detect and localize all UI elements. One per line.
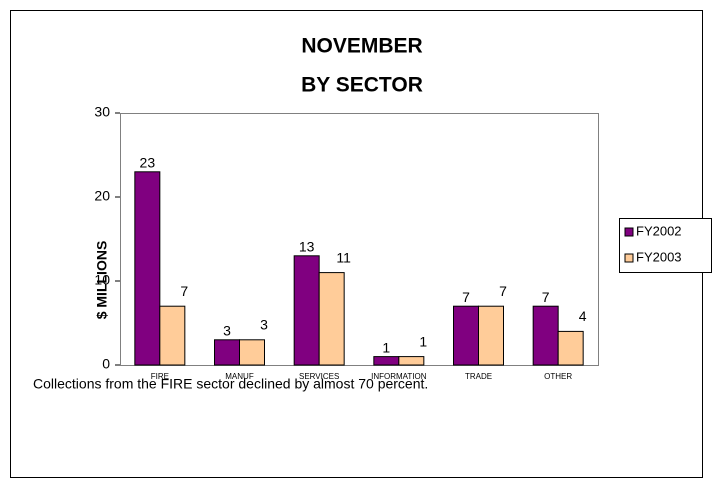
value-label: 7 bbox=[180, 283, 188, 299]
bar bbox=[478, 305, 504, 366]
bar bbox=[373, 356, 400, 366]
value-label: 7 bbox=[542, 289, 550, 305]
value-label: 3 bbox=[260, 317, 268, 333]
plot-area bbox=[120, 113, 599, 366]
legend-label: FY2003 bbox=[636, 249, 682, 264]
legend bbox=[619, 218, 712, 273]
bar bbox=[239, 339, 265, 366]
x-tick-label: TRADE bbox=[465, 372, 492, 381]
legend-swatch bbox=[624, 253, 634, 263]
bar bbox=[214, 339, 240, 366]
bar bbox=[318, 272, 345, 366]
bar bbox=[293, 255, 320, 366]
x-tick-label: INFORMATION bbox=[371, 372, 427, 381]
chart-title: NOVEMBER bbox=[301, 35, 422, 58]
bar bbox=[532, 305, 559, 366]
bar bbox=[453, 305, 479, 366]
chart-title: BY SECTOR bbox=[301, 74, 423, 97]
value-label: 23 bbox=[140, 155, 156, 171]
y-tick-label: 10 bbox=[94, 272, 110, 288]
value-label: 1 bbox=[382, 339, 390, 355]
frame bbox=[10, 10, 703, 478]
y-tick-label: 0 bbox=[102, 356, 110, 372]
caption: Collections from the FIRE sector decline… bbox=[33, 376, 428, 392]
x-tick-label: SERVICES bbox=[299, 372, 339, 381]
value-label: 13 bbox=[299, 239, 315, 255]
value-label: 7 bbox=[462, 289, 470, 305]
value-label: 3 bbox=[223, 323, 231, 339]
y-tick-label: 30 bbox=[94, 104, 110, 120]
legend-swatch bbox=[624, 227, 634, 237]
x-tick-label: MANUF bbox=[225, 372, 254, 381]
value-label: 7 bbox=[499, 283, 507, 299]
y-axis-label: $ MILLIONS bbox=[94, 241, 110, 320]
bar bbox=[398, 356, 425, 366]
value-label: 1 bbox=[419, 333, 427, 349]
bar bbox=[159, 305, 186, 366]
legend-label: FY2002 bbox=[636, 223, 682, 238]
x-tick-label: OTHER bbox=[544, 372, 572, 381]
bar bbox=[557, 330, 584, 366]
y-tick-label: 20 bbox=[94, 188, 110, 204]
value-label: 4 bbox=[579, 308, 587, 324]
bar bbox=[134, 171, 161, 366]
x-tick-label: FIRE bbox=[151, 372, 169, 381]
value-label: 11 bbox=[336, 249, 351, 265]
